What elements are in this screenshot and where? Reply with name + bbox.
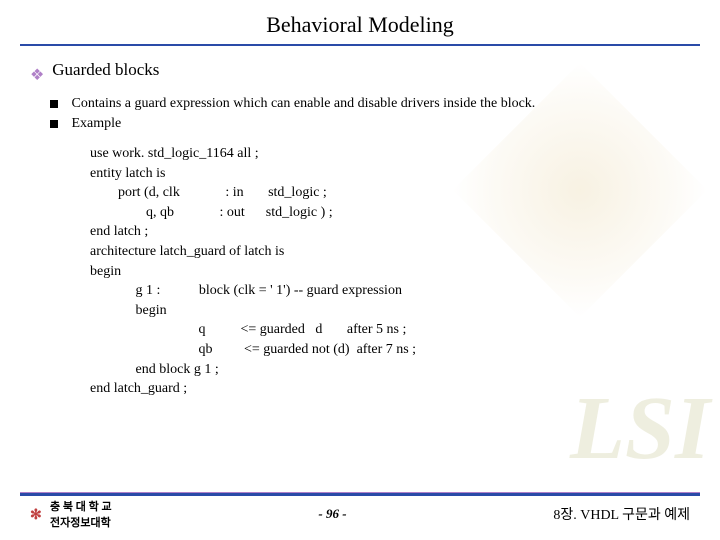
list-item: Example — [50, 116, 720, 132]
code-line: end latch_guard ; — [90, 379, 720, 399]
list-item-text: Contains a guard expression which can en… — [72, 96, 536, 111]
diamond-bullet-icon: ❖ — [30, 65, 42, 77]
code-line: end block g 1 ; — [90, 360, 720, 380]
footer-left: ✻ 충 북 대 학 교 전자정보대학 — [30, 498, 112, 530]
code-line: begin — [90, 301, 720, 321]
code-line: g 1 : block (clk = ' 1') -- guard expres… — [90, 281, 720, 301]
footer: ✻ 충 북 대 학 교 전자정보대학 - 96 - 8장. VHDL 구문과 예… — [0, 498, 720, 530]
square-bullet-icon — [50, 100, 58, 108]
logo-icon: ✻ — [30, 507, 44, 521]
code-line: architecture latch_guard of latch is — [90, 242, 720, 262]
section-heading: Guarded blocks — [52, 60, 159, 79]
title-underline — [20, 44, 700, 46]
section-heading-row: ❖ Guarded blocks — [30, 60, 720, 80]
code-block: use work. std_logic_1164 all ; entity la… — [90, 144, 720, 399]
code-line: begin — [90, 262, 720, 282]
code-line: entity latch is — [90, 164, 720, 184]
code-line: q <= guarded d after 5 ns ; — [90, 320, 720, 340]
list-item: Contains a guard expression which can en… — [50, 96, 720, 112]
sub-items-list: Contains a guard expression which can en… — [50, 96, 720, 132]
square-bullet-icon — [50, 120, 58, 128]
code-line: end latch ; — [90, 222, 720, 242]
chapter-label: 8장. VHDL 구문과 예제 — [553, 504, 690, 524]
code-line: port (d, clk : in std_logic ; — [90, 183, 720, 203]
footer-org-line2: 전자정보대학 — [50, 514, 112, 530]
code-line: q, qb : out std_logic ) ; — [90, 203, 720, 223]
page-number: - 96 - — [318, 506, 346, 522]
code-line: qb <= guarded not (d) after 7 ns ; — [90, 340, 720, 360]
list-item-text: Example — [72, 116, 122, 131]
footer-org-line1: 충 북 대 학 교 — [50, 498, 112, 514]
page-title: Behavioral Modeling — [0, 0, 720, 38]
code-line: use work. std_logic_1164 all ; — [90, 144, 720, 164]
footer-divider — [20, 492, 700, 496]
